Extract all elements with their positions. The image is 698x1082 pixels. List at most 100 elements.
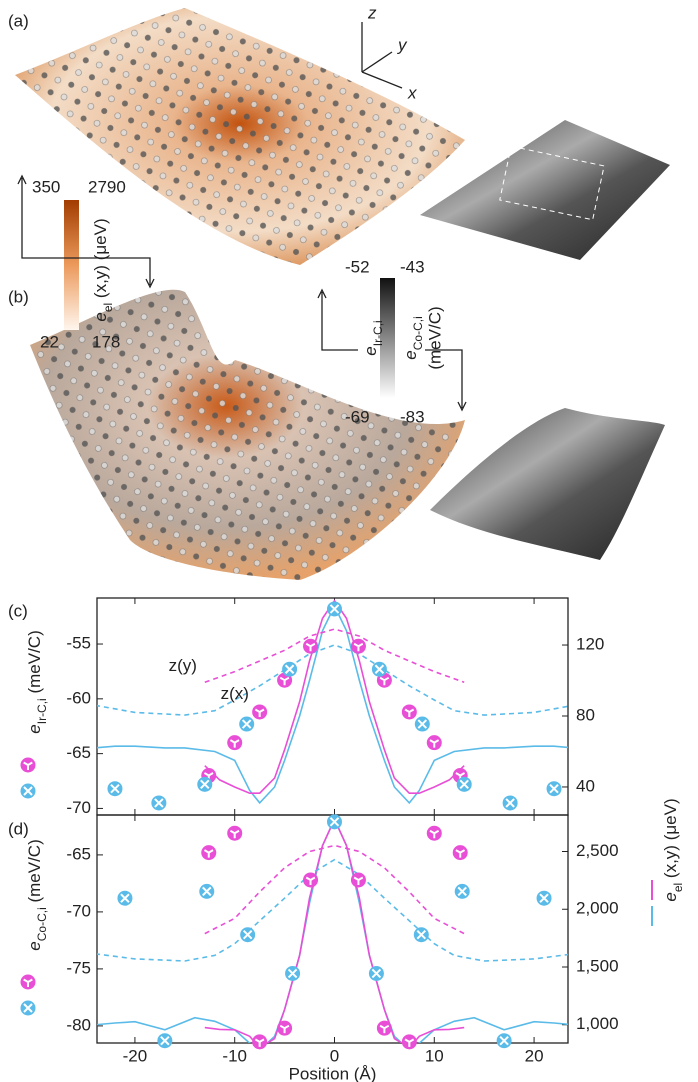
line (97, 604, 568, 805)
marker (413, 927, 429, 943)
marker-symbol (241, 719, 252, 729)
marker (426, 825, 442, 841)
surface-a (15, 8, 465, 265)
axis-label: eel (x,y) (μeV) (661, 798, 685, 901)
marker (239, 716, 255, 732)
marker (201, 845, 217, 861)
y2-tick-label: 1,500 (576, 956, 619, 975)
marker (282, 661, 298, 677)
marker-symbol (254, 1038, 265, 1047)
y-tick-label: -75 (66, 958, 91, 977)
marker-symbol (287, 968, 298, 979)
marker-symbol (305, 876, 316, 885)
marker (368, 965, 384, 981)
y-tick-label: -55 (66, 634, 91, 653)
bracket (317, 288, 467, 412)
marker-symbol (202, 886, 212, 897)
axis-label: eCo-C,i (meV/C) (25, 839, 49, 950)
colorbar-label: (meV/C) (425, 306, 444, 369)
axis-letter: y (397, 35, 408, 54)
colorbar-label: eCo-C,i (401, 316, 425, 359)
bracket (17, 174, 155, 289)
marker (227, 825, 243, 841)
marker-symbol (353, 876, 364, 885)
surface-b (30, 289, 465, 580)
marker-symbol (229, 829, 240, 839)
marker (303, 872, 319, 888)
marker (371, 661, 387, 677)
marker (452, 845, 468, 861)
marker-symbol (455, 849, 466, 858)
marker (303, 638, 319, 654)
marker-symbol (404, 708, 415, 717)
colorbar-tick: 178 (92, 332, 120, 351)
y2-tick-label: 120 (576, 635, 604, 654)
panel-label: (a) (8, 11, 29, 30)
marker-symbol (23, 761, 33, 770)
marker-symbol (254, 708, 265, 717)
marker-symbol (229, 739, 240, 748)
marker (107, 781, 123, 797)
legend-marker (20, 974, 36, 990)
marker-symbol (549, 783, 559, 794)
colorbar-tick: -52 (345, 257, 370, 276)
y2-tick-label: 2,500 (576, 841, 619, 860)
marker (456, 776, 472, 792)
axis-letter: z (367, 3, 377, 22)
colorbar-label: eIr-C,i (361, 320, 385, 355)
marker-symbol (353, 642, 364, 652)
marker (197, 776, 213, 792)
marker-symbol (379, 676, 390, 686)
colorbar-tick: 350 (32, 177, 60, 196)
label-sub: el (671, 883, 685, 892)
marker-symbol (279, 676, 290, 686)
legend-marker (20, 1000, 36, 1016)
marker (326, 601, 342, 617)
marker (414, 716, 430, 732)
axis-label: eIr-C,i (meV/C) (25, 630, 49, 733)
marker-symbol (459, 779, 469, 790)
marker-symbol (160, 1036, 170, 1046)
marker-symbol (379, 1024, 390, 1034)
marker-symbol (154, 798, 164, 808)
dashed-line (204, 844, 465, 935)
marker-symbol (305, 642, 316, 652)
marker (496, 1033, 512, 1049)
x-tick-label: 10 (425, 1046, 444, 1065)
panel-label: (c) (8, 601, 28, 620)
marker (157, 1033, 173, 1049)
marker-symbol (429, 739, 440, 748)
marker-symbol (329, 604, 340, 614)
marker-symbol (457, 886, 467, 897)
marker-symbol (329, 817, 340, 827)
topography-a (420, 120, 670, 260)
y2-tick-label: 2,000 (576, 899, 619, 918)
label-main: e (661, 892, 680, 901)
panel-label: (d) (8, 819, 29, 838)
marker (326, 814, 342, 830)
marker (277, 1020, 293, 1036)
x-tick-label: 20 (525, 1046, 544, 1065)
label-sub: Ir-C,i (35, 698, 49, 724)
topography-b (430, 408, 665, 560)
marker (502, 795, 518, 811)
marker-symbol (200, 779, 210, 790)
marker (151, 795, 167, 811)
marker (227, 735, 243, 751)
marker (252, 1034, 268, 1050)
label-main: e (25, 941, 44, 950)
panel-label: (b) (8, 287, 29, 306)
marker-symbol (417, 719, 428, 729)
marker (199, 883, 215, 899)
x-tick-label: 0 (330, 1046, 339, 1065)
colorbar-tick: -43 (400, 257, 425, 276)
line-label: z(x) (221, 684, 249, 703)
marker (401, 1034, 417, 1050)
marker-symbol (499, 1036, 509, 1046)
label-main: e (25, 724, 44, 733)
line (97, 817, 568, 1043)
marker-symbol (505, 798, 515, 808)
marker-symbol (404, 1038, 415, 1047)
legend-marker (20, 757, 36, 773)
